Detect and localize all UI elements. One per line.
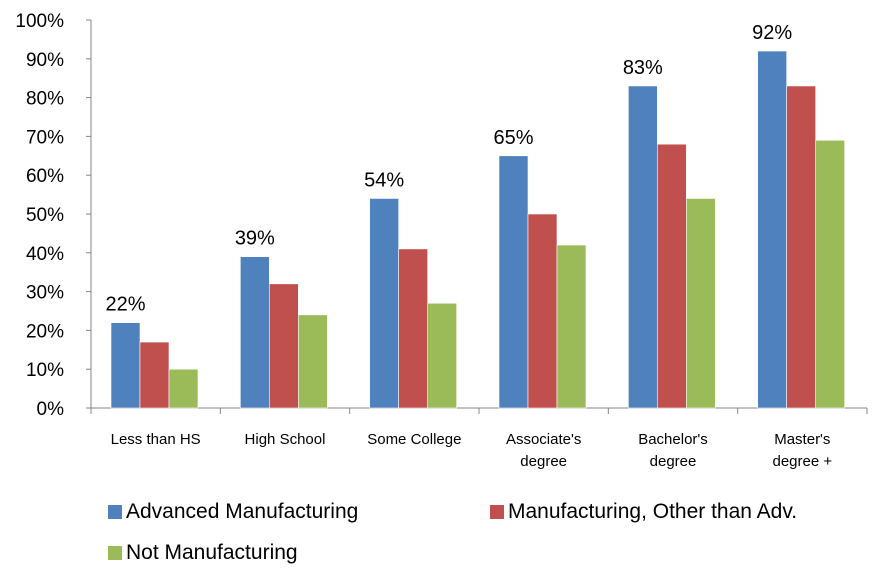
y-tick-label: 80% <box>26 89 64 110</box>
data-label: 83% <box>623 57 663 79</box>
y-axis: 0% 10% 20% 30% 40% 50% 60% 70% 80% 90% 100% <box>15 11 92 420</box>
y-tick-label: 10% <box>26 360 64 381</box>
data-label: 39% <box>235 228 275 250</box>
data-label: 54% <box>364 169 404 191</box>
y-tick-label: 30% <box>26 283 64 304</box>
y-tick-label: 60% <box>26 166 64 187</box>
y-tick-label: 90% <box>26 50 64 71</box>
x-tick-label: Less than HS <box>111 431 201 448</box>
x-tick-label: Master's degree + <box>773 431 833 470</box>
bar-2 <box>427 302 457 409</box>
legend-item-advanced-manufacturing: Advanced Manufacturing <box>108 500 358 524</box>
legend-label: Not Manufacturing <box>126 541 298 564</box>
x-tick-label: Associate's degree <box>506 431 581 470</box>
bar-1 <box>398 248 428 409</box>
x-tick-label: High School <box>245 431 326 448</box>
bar-2 <box>168 368 199 409</box>
x-axis: Less than HS High School Some College Assoc… <box>90 407 868 470</box>
bar-2 <box>298 314 328 409</box>
x-tick-label: Bachelor's degree <box>638 431 708 470</box>
bar-1 <box>139 341 170 409</box>
data-label: 22% <box>105 294 145 316</box>
bar-2 <box>686 198 716 409</box>
bar-0 <box>757 50 787 409</box>
y-tick-label: 100% <box>15 11 64 32</box>
bar-0 <box>628 85 658 409</box>
bar-1 <box>657 143 687 409</box>
legend-item-not-manufacturing: Not Manufacturing <box>108 541 298 565</box>
legend-swatch <box>490 505 504 519</box>
legend: Advanced Manufacturing Manufacturing, Ot… <box>108 500 848 570</box>
bar-1 <box>269 283 299 409</box>
legend-label: Manufacturing, Other than Adv. <box>508 500 798 523</box>
y-tick-label: 40% <box>26 244 64 265</box>
bar-0 <box>498 155 529 409</box>
legend-label: Advanced Manufacturing <box>126 500 359 523</box>
x-tick-label: Some College <box>367 431 461 448</box>
bars <box>110 50 845 409</box>
y-tick-label: 50% <box>26 205 64 226</box>
data-label: 65% <box>493 127 533 149</box>
y-tick-label: 0% <box>37 399 65 420</box>
data-labels: 22% 39% 54% 65% 83% 92% <box>105 22 792 316</box>
legend-swatch <box>108 505 122 519</box>
y-tick-label: 20% <box>26 321 64 342</box>
bar-1 <box>527 213 558 409</box>
y-tick-label: 70% <box>26 127 64 148</box>
legend-item-manufacturing-other: Manufacturing, Other than Adv. <box>490 500 797 524</box>
bar-2 <box>556 244 587 409</box>
bar-0 <box>369 198 399 409</box>
bar-0 <box>240 256 270 409</box>
legend-swatch <box>108 546 122 560</box>
bar-2 <box>815 139 845 409</box>
bar-0 <box>110 322 141 409</box>
data-label: 92% <box>752 22 792 44</box>
bar-1 <box>786 85 816 409</box>
